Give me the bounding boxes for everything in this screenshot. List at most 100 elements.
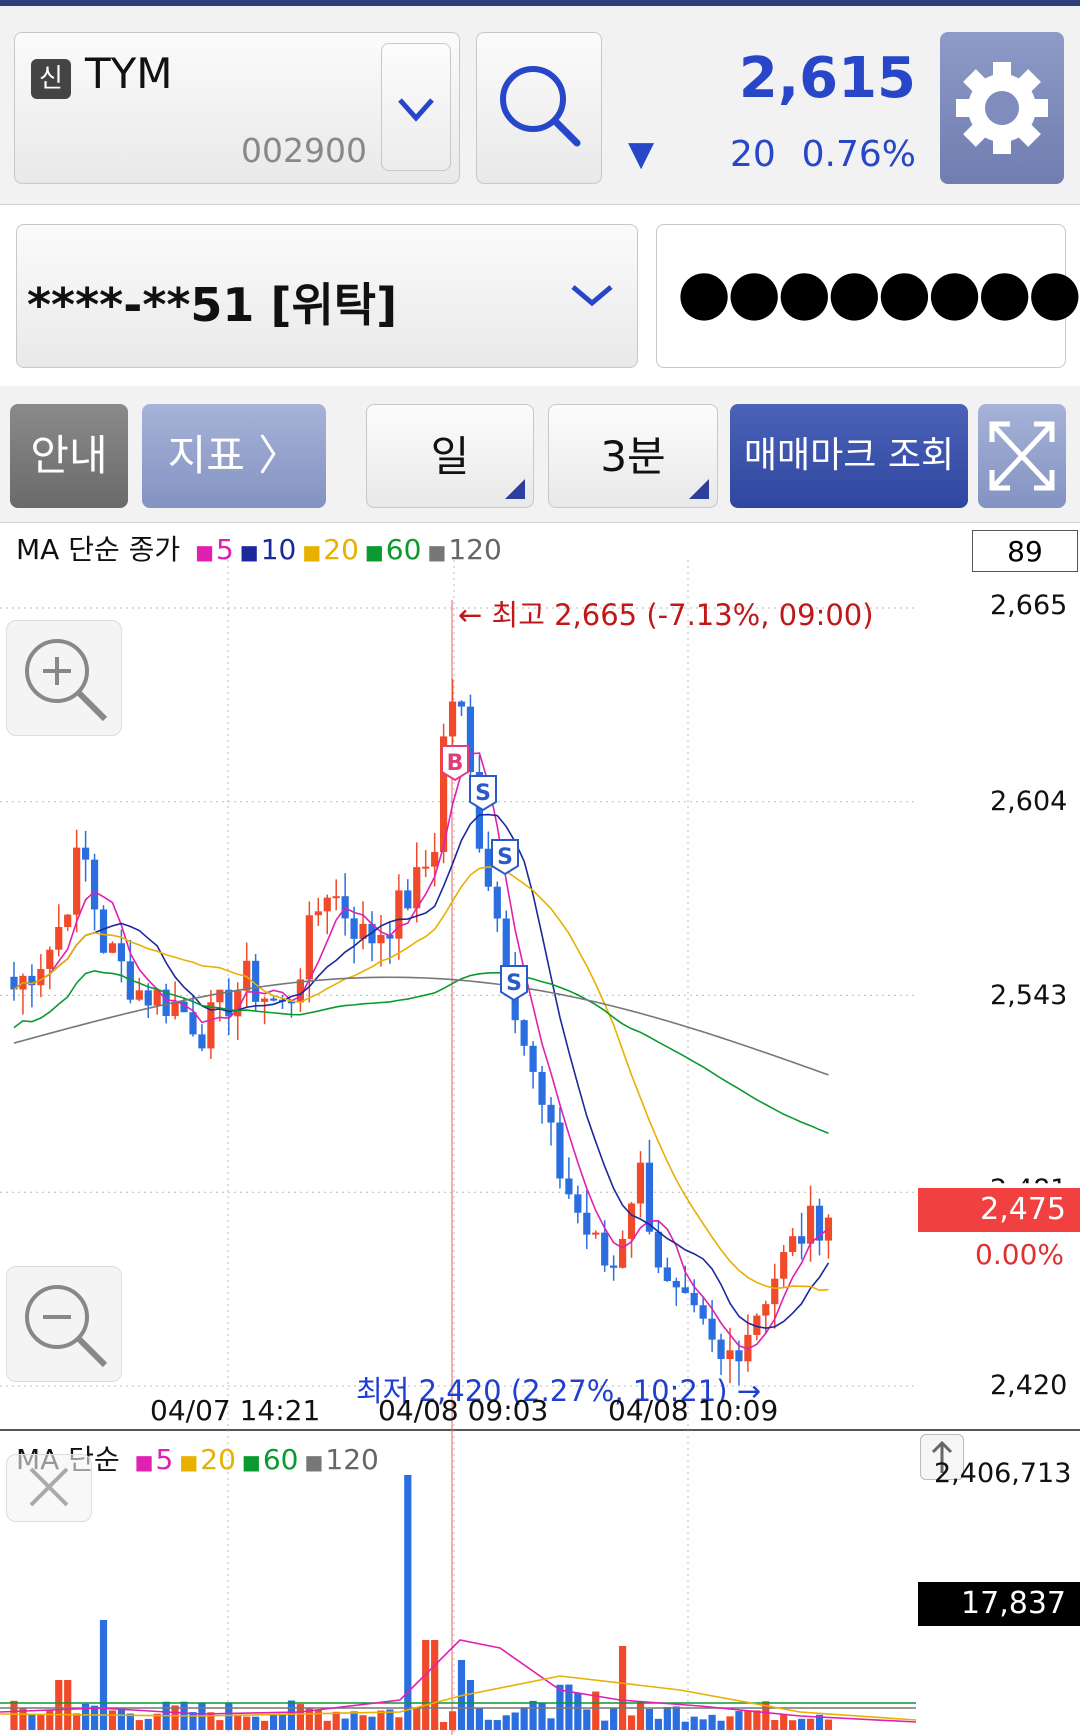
ma-line-5	[13, 752, 829, 1350]
zoom-out-button[interactable]	[6, 1266, 122, 1382]
candle-body	[457, 701, 466, 707]
candle-body	[762, 1304, 770, 1316]
info-button[interactable]: 안내	[10, 404, 128, 508]
chevron-down-icon	[571, 285, 613, 307]
account-selector[interactable]: ****-**51 [위탁]	[16, 224, 638, 368]
volume-bar	[645, 1708, 654, 1730]
candle-body	[654, 1231, 662, 1268]
volume-bar	[377, 1710, 385, 1730]
volume-bar	[708, 1714, 716, 1730]
candle-body	[314, 911, 322, 916]
candle-body	[234, 990, 242, 1017]
volume-bar	[350, 1711, 358, 1730]
volume-legend-label: 5	[155, 1443, 174, 1476]
settings-button[interactable]	[940, 32, 1064, 184]
candle-body	[64, 914, 72, 928]
zoom-in-button[interactable]	[6, 620, 122, 736]
volume-bar	[46, 1709, 54, 1730]
password-field[interactable]: ●●●●●●●●●	[656, 224, 1080, 368]
period-select[interactable]: 일	[366, 404, 534, 508]
trade-mark-button[interactable]: 매매마크 조회	[730, 404, 968, 508]
volume-legend-swatch: ■	[134, 1450, 154, 1474]
price-legend-label: 60	[385, 533, 422, 566]
account-number: ****-**51 [위탁]	[27, 278, 398, 332]
indicator-button[interactable]: 지표 〉	[142, 404, 326, 508]
gear-icon	[956, 62, 1048, 154]
volume-bar	[153, 1713, 161, 1730]
candle-body	[520, 1020, 528, 1046]
change-arrow-icon: ▼	[628, 134, 655, 174]
candle-body	[287, 1001, 296, 1004]
candle-body	[82, 847, 90, 860]
candle-body	[592, 1232, 600, 1235]
stock-selector[interactable]: 신 TYM 002900	[14, 32, 460, 184]
volume-bar	[287, 1700, 296, 1730]
volume-bar	[10, 1700, 18, 1730]
volume-current-tag: 17,837	[918, 1582, 1080, 1626]
low-annotation: 최저 2,420 (2.27%, 10:21) →	[356, 1374, 762, 1408]
volume-bar	[493, 1720, 501, 1730]
volume-ma-line-20	[0, 1675, 917, 1721]
volume-bar	[753, 1710, 761, 1730]
volume-bar	[448, 1711, 457, 1730]
price-change-pct: 0.76%	[801, 134, 916, 175]
price-legend-swatch: ■	[195, 540, 214, 564]
volume-bar	[395, 1717, 403, 1730]
volume-bar	[547, 1718, 555, 1730]
candle-body	[780, 1252, 788, 1279]
volume-bar	[108, 1710, 117, 1730]
candle-body	[135, 990, 143, 1000]
volume-bar	[413, 1707, 421, 1730]
last-price-tag: 2,475	[918, 1188, 1080, 1232]
volume-bar	[207, 1712, 215, 1730]
close-volume-button[interactable]	[6, 1454, 92, 1522]
candle-body	[610, 1265, 618, 1268]
stock-header: 신 TYM 002900 2,615 ▼ 20 0.76%	[0, 6, 1080, 205]
candle-body	[37, 969, 45, 986]
candle-body	[502, 918, 510, 977]
candle-body	[663, 1267, 671, 1281]
volume-bar	[64, 1680, 72, 1730]
candle-body	[225, 989, 233, 1017]
stock-dropdown-button[interactable]	[381, 43, 451, 171]
price-legend-swatch: ■	[364, 540, 384, 564]
candle-body	[583, 1212, 591, 1235]
volume-bar	[55, 1680, 63, 1730]
candle-body	[269, 998, 278, 1001]
x-tick: 04/08 10:09	[608, 1394, 779, 1427]
candle-body	[323, 897, 331, 912]
ma-line-20	[13, 866, 829, 1292]
candle-body	[645, 1162, 654, 1232]
candle-body	[216, 989, 224, 1003]
trade-marker-label: S	[506, 971, 522, 996]
candle-body	[440, 736, 448, 852]
volume-bar	[216, 1720, 224, 1730]
volume-bar	[368, 1716, 376, 1730]
fullscreen-button[interactable]	[978, 404, 1066, 508]
candle-body	[180, 1001, 188, 1013]
volume-bar	[386, 1709, 394, 1730]
chevron-down-icon	[398, 98, 434, 122]
volume-bar	[19, 1708, 27, 1730]
volume-legend-items: ■5 ■20 ■60 ■120	[135, 1443, 385, 1476]
volume-bar	[135, 1720, 143, 1730]
dropdown-corner-icon	[689, 479, 709, 499]
volume-bar	[699, 1719, 707, 1730]
candle-body	[117, 943, 125, 962]
volume-bar	[538, 1702, 546, 1730]
zoom-in-icon	[25, 639, 108, 722]
price-legend-label: 120	[448, 533, 502, 566]
candle-body	[377, 934, 385, 944]
volume-bar	[735, 1711, 743, 1730]
trade-marker-label: S	[497, 845, 513, 870]
volume-bar	[592, 1691, 600, 1730]
y-tick: 2,665	[990, 590, 1068, 621]
volume-scale-button[interactable]	[920, 1434, 964, 1480]
search-button[interactable]	[476, 32, 602, 184]
candle-body	[466, 706, 475, 773]
volume-bar	[717, 1720, 725, 1730]
volume-bar	[278, 1714, 287, 1730]
period-label: 일	[430, 432, 470, 481]
interval-select[interactable]: 3분	[548, 404, 718, 508]
